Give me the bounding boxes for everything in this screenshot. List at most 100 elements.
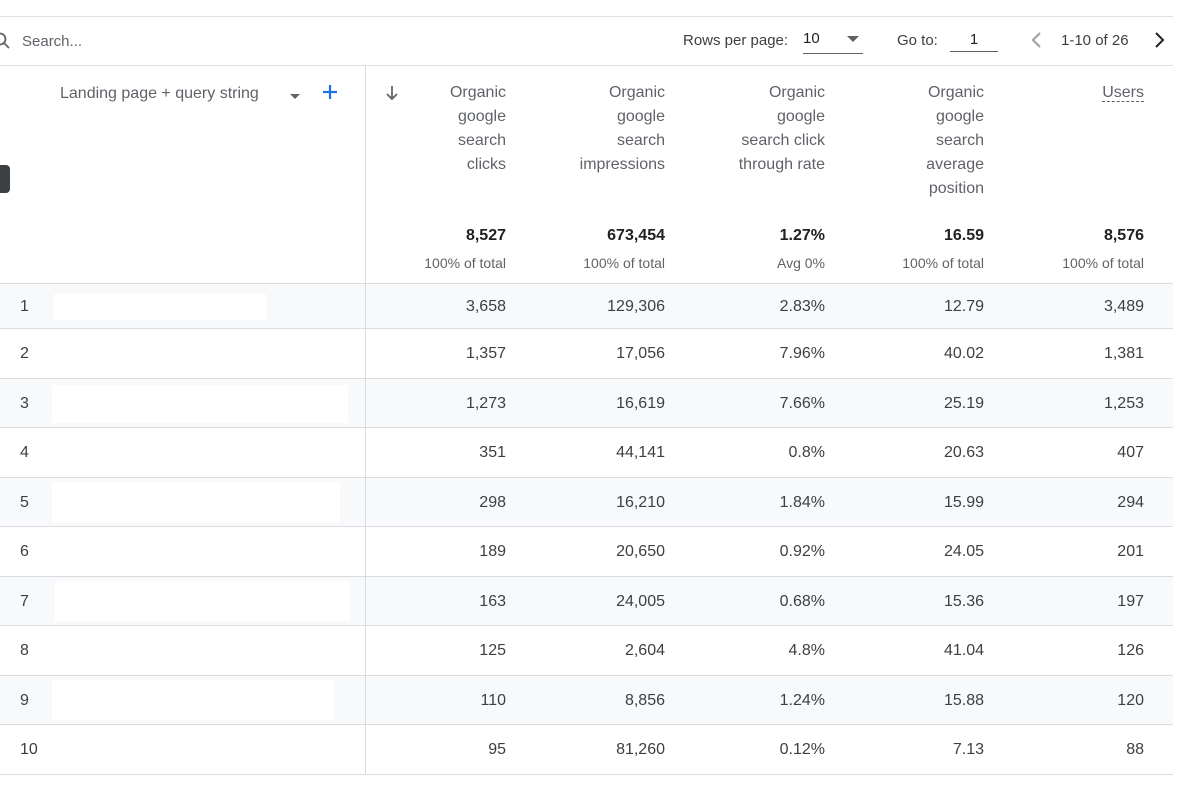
row-number: 7 (20, 593, 29, 610)
table-row[interactable]: 10 95 81,260 0.12% 7.13 88 (0, 724, 1173, 775)
table-cell: 40.02 (943, 345, 984, 362)
table-row[interactable]: 7 163 24,005 0.68% 15.36 197 (0, 576, 1173, 626)
dimension-column-header[interactable]: Landing page + query string (60, 85, 259, 102)
redacted-landing-page (52, 482, 340, 522)
column-header-line: search (935, 132, 984, 149)
column-header[interactable]: Organic google search average position (834, 81, 984, 201)
table-cell: 1.24% (779, 692, 825, 709)
add-dimension-icon[interactable] (320, 82, 340, 102)
column-header-line: through rate (738, 156, 825, 173)
column-header[interactable]: Organic google search clicks (356, 81, 506, 177)
row-number: 2 (20, 345, 29, 362)
column-header-line: google (935, 108, 984, 125)
table-cell: 294 (1117, 494, 1144, 511)
table-cell: 7.13 (952, 741, 984, 758)
table-cell: 2,604 (624, 642, 665, 659)
row-number: 6 (20, 543, 29, 560)
chevron-left-icon[interactable] (1026, 29, 1048, 51)
column-total-sub: Avg 0% (777, 255, 825, 271)
side-panel-handle[interactable] (0, 165, 10, 193)
table-cell: 20,650 (616, 543, 665, 560)
column-header[interactable]: Users (994, 81, 1144, 105)
dimension-dropdown-icon[interactable] (290, 94, 300, 99)
table-cell: 407 (1117, 444, 1144, 461)
row-number: 4 (20, 444, 29, 461)
table-cell: 7.66% (779, 395, 825, 412)
table-cell: 1,273 (465, 395, 506, 412)
table-cell: 2.83% (779, 298, 825, 315)
column-header-line: average (926, 156, 984, 173)
table-cell: 12.79 (943, 298, 984, 315)
table-cell: 4.8% (788, 642, 825, 659)
row-number: 8 (20, 642, 29, 659)
table-row[interactable]: 9 110 8,856 1.24% 15.88 120 (0, 675, 1173, 725)
table-cell: 351 (479, 444, 506, 461)
chevron-right-icon[interactable] (1148, 29, 1170, 51)
table-cell: 0.68% (779, 593, 825, 610)
table-cell: 16,210 (616, 494, 665, 511)
table-cell: 41.04 (943, 642, 984, 659)
table-cell: 81,260 (616, 741, 665, 758)
column-header-line: position (928, 180, 984, 197)
table-cell: 189 (479, 543, 506, 560)
column-header-line: search (616, 132, 665, 149)
table-row[interactable]: 8 125 2,604 4.8% 41.04 126 (0, 625, 1173, 676)
table-cell: 95 (488, 741, 506, 758)
table-cell: 16,619 (616, 395, 665, 412)
column-header-line: google (776, 108, 825, 125)
table-row[interactable]: 1 3,658 129,306 2.83% 12.79 3,489 (0, 283, 1173, 329)
sort-descending-icon[interactable] (384, 84, 400, 102)
table-cell: 110 (480, 692, 506, 709)
table-cell: 15.36 (943, 593, 984, 610)
table-cell: 129,306 (607, 298, 665, 315)
table-cell: 24,005 (616, 593, 665, 610)
table-row[interactable]: 6 189 20,650 0.92% 24.05 201 (0, 526, 1173, 577)
rows-per-page-select[interactable]: 10 (803, 25, 863, 54)
column-total: 8,527 (465, 227, 506, 244)
column-header-line: search (457, 132, 506, 149)
table-cell: 88 (1126, 741, 1144, 758)
table-cell: 15.88 (943, 692, 984, 709)
column-total: 673,454 (607, 227, 665, 244)
column-header-line: Organic (449, 84, 506, 101)
table-cell: 7.96% (779, 345, 825, 362)
table-cell: 0.12% (779, 741, 825, 758)
table-cell: 1.84% (779, 494, 825, 511)
table-row[interactable]: 5 298 16,210 1.84% 15.99 294 (0, 477, 1173, 527)
table-cell: 3,658 (465, 298, 506, 315)
table-row[interactable]: 2 1,357 17,056 7.96% 40.02 1,381 (0, 328, 1173, 379)
column-header[interactable]: Organic google search impressions (515, 81, 665, 177)
search-icon[interactable] (0, 31, 12, 51)
table-cell: 1,357 (465, 345, 506, 362)
table-cell: 24.05 (943, 543, 984, 560)
redacted-landing-page (55, 581, 350, 621)
go-to-page-input[interactable] (950, 27, 998, 52)
rows-per-page-value: 10 (803, 30, 820, 47)
table-cell: 0.92% (779, 543, 825, 560)
rows-per-page-label: Rows per page: (683, 32, 789, 49)
column-header-line: Organic (927, 84, 984, 101)
column-header-line: Users (1102, 84, 1144, 102)
column-header-line: search click (741, 132, 825, 149)
row-number: 1 (20, 298, 29, 315)
table-row[interactable]: 3 1,273 16,619 7.66% 25.19 1,253 (0, 378, 1173, 428)
redacted-landing-page (52, 680, 334, 720)
table-cell: 125 (479, 642, 506, 659)
column-total: 8,576 (1103, 227, 1144, 244)
column-header[interactable]: Organic google search click through rate (675, 81, 825, 177)
dropdown-caret-icon (847, 36, 859, 42)
column-total-sub: 100% of total (1062, 255, 1144, 271)
row-number: 10 (20, 741, 38, 758)
table-cell: 1,381 (1103, 345, 1144, 362)
column-total-sub: 100% of total (902, 255, 984, 271)
column-header-line: Organic (608, 84, 665, 101)
search-input[interactable] (22, 29, 322, 53)
table-header: Landing page + query string Organic googl… (0, 65, 1173, 284)
row-number: 5 (20, 494, 29, 511)
column-header-line: Organic (768, 84, 825, 101)
redacted-landing-page (54, 294, 266, 320)
table-row[interactable]: 4 351 44,141 0.8% 20.63 407 (0, 427, 1173, 478)
table-cell: 15.99 (943, 494, 984, 511)
column-total: 16.59 (943, 227, 984, 244)
column-total-sub: 100% of total (424, 255, 506, 271)
